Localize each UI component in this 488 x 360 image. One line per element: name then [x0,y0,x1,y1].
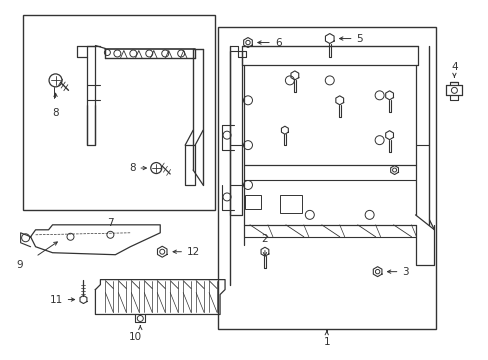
Bar [218,27,436,329]
Text: 6: 6 [274,37,281,48]
Text: 2: 2 [261,234,268,244]
Bar [244,195,261,209]
Text: 7: 7 [107,218,114,228]
Bar [22,15,215,210]
Text: 4: 4 [450,62,457,72]
Text: 5: 5 [356,33,363,44]
Text: 12: 12 [187,247,200,257]
Text: 9: 9 [16,260,22,270]
Text: 11: 11 [50,294,63,305]
Text: 10: 10 [128,332,142,342]
Bar [279,195,301,213]
Text: 1: 1 [323,337,329,347]
Text: 3: 3 [402,267,408,276]
Text: 8: 8 [52,108,59,118]
Text: 8: 8 [129,163,136,173]
